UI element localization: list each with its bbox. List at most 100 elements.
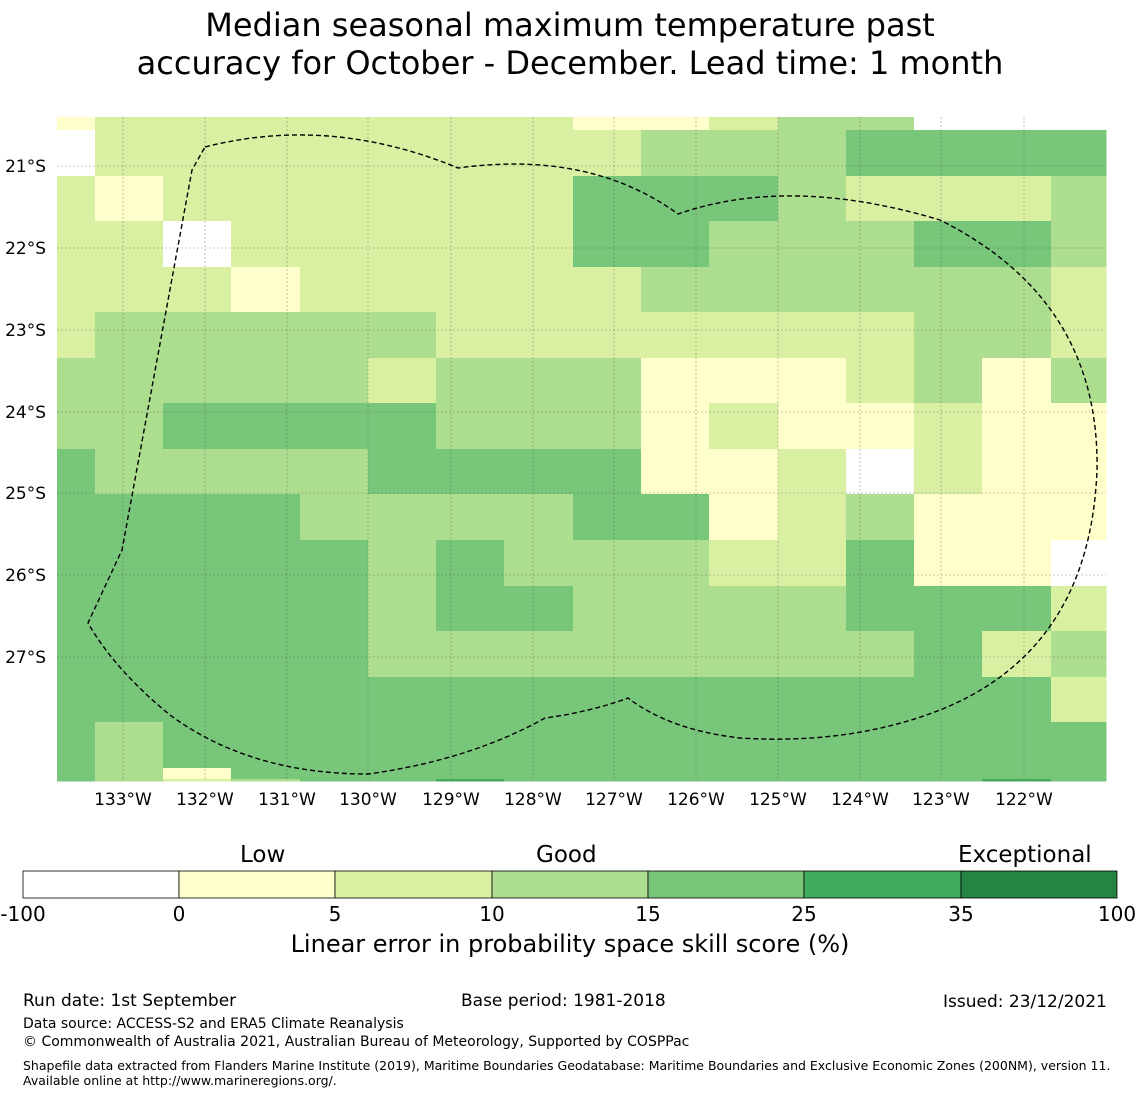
grid-cell	[641, 540, 710, 587]
copyright: © Commonwealth of Australia 2021, Austra…	[23, 1034, 690, 1050]
colorbar-label: Linear error in probability space skill …	[290, 930, 850, 958]
grid-cell	[778, 130, 847, 177]
grid-cell	[504, 221, 574, 268]
latitude-label: 26°S	[5, 566, 46, 586]
grid-cell	[368, 540, 437, 587]
grid-cell	[368, 722, 437, 769]
grid-cell	[231, 631, 301, 678]
grid-cell	[504, 677, 574, 723]
grid-cell	[982, 358, 1052, 404]
grid-cell	[1051, 449, 1107, 495]
grid-cell	[504, 779, 574, 782]
grid-cell	[914, 312, 983, 359]
grid-cell	[778, 267, 847, 313]
grid-cell	[982, 494, 1052, 541]
grid-cell	[95, 267, 164, 313]
grid-cell	[95, 779, 164, 782]
grid-cell	[436, 677, 505, 723]
grid-cell	[641, 449, 710, 495]
grid-cell	[1051, 221, 1107, 268]
grid-cell	[57, 677, 96, 723]
grid-cell	[1051, 768, 1107, 780]
grid-cell	[982, 449, 1052, 495]
grid-cell	[231, 267, 301, 313]
grid-cell	[641, 130, 710, 177]
grid-cell	[300, 586, 369, 632]
grid-cell	[95, 117, 164, 131]
grid-cell	[300, 403, 369, 450]
grid-cell	[982, 677, 1052, 723]
title-line-1: Median seasonal maximum temperature past	[205, 6, 935, 44]
grid-cell	[436, 779, 505, 782]
grid-cell	[504, 358, 574, 404]
grid-cell	[914, 779, 983, 782]
grid-cell	[504, 449, 574, 495]
grid-cell	[57, 130, 96, 177]
grid-cell	[573, 312, 642, 359]
grid-cell	[573, 403, 642, 450]
grid-cell	[709, 130, 779, 177]
grid-cell	[846, 586, 915, 632]
grid-cell	[1051, 540, 1107, 587]
grid-cell	[641, 677, 710, 723]
grid-cell	[778, 768, 847, 780]
grid-cell	[846, 677, 915, 723]
grid-cell	[95, 221, 164, 268]
grid-cell	[300, 312, 369, 359]
grid-cell	[641, 779, 710, 782]
grid-cell	[573, 677, 642, 723]
grid-cell	[163, 358, 232, 404]
grid-cell	[914, 358, 983, 404]
grid-cell	[163, 677, 232, 723]
grid-cell	[300, 449, 369, 495]
grid-cell	[709, 403, 779, 450]
colorbar-tick-label: 0	[172, 902, 186, 926]
grid-cell	[914, 130, 983, 177]
grid-cell	[95, 130, 164, 177]
grid-cell	[504, 267, 574, 313]
longitude-labels: 133°W 132°W 131°W 130°W 129°W 128°W 127°W 126°W…	[94, 790, 1053, 810]
grid-cell	[573, 722, 642, 769]
longitude-label: 132°W	[176, 790, 234, 810]
grid-cell	[1051, 631, 1107, 678]
grid-cell	[982, 540, 1052, 587]
grid-cell	[846, 494, 915, 541]
latitude-label: 25°S	[5, 484, 46, 504]
grid-cell	[436, 312, 505, 359]
grid-cell	[1051, 358, 1107, 404]
grid-cell	[436, 586, 505, 632]
grid-cell	[573, 267, 642, 313]
grid-cell	[95, 358, 164, 404]
grid-cell	[436, 631, 505, 678]
colorbar-category-exceptional: Exceptional	[958, 842, 1092, 868]
grid-cell	[1051, 130, 1107, 177]
grid-cell	[709, 631, 779, 678]
grid-cell	[846, 312, 915, 359]
grid-cell	[57, 540, 96, 587]
grid-cell	[231, 403, 301, 450]
grid-cell	[846, 358, 915, 404]
grid-cell	[231, 540, 301, 587]
grid-cell	[231, 130, 301, 177]
grid-cell	[778, 403, 847, 450]
latitude-label: 24°S	[5, 403, 46, 423]
grid-cell	[231, 449, 301, 495]
colorbar-segment	[178, 870, 336, 899]
grid-cell	[914, 677, 983, 723]
grid-cell	[641, 358, 710, 404]
grid-cell	[982, 722, 1052, 769]
grid-cell	[163, 312, 232, 359]
grid-cell	[778, 722, 847, 769]
grid-cell	[95, 768, 164, 780]
grid-cell	[846, 130, 915, 177]
grid-cell	[368, 449, 437, 495]
colorbar-category-low: Low	[240, 842, 286, 868]
grid-cell	[57, 631, 96, 678]
colorbar-tick-label: -100	[0, 902, 46, 926]
grid-cell	[95, 540, 164, 587]
grid-cell	[300, 117, 369, 131]
grid-cell	[368, 586, 437, 632]
colorbar	[22, 870, 1118, 899]
grid-cell	[300, 221, 369, 268]
grid-cell	[914, 540, 983, 587]
